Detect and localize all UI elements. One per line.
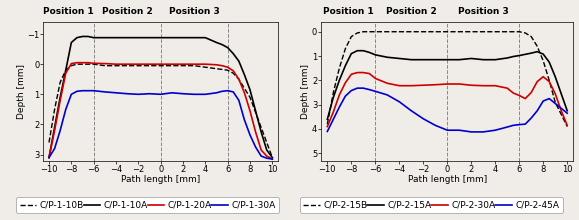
Text: Position 2: Position 2 xyxy=(386,7,437,16)
Y-axis label: Depth [mm]: Depth [mm] xyxy=(17,64,25,119)
Y-axis label: Depth [mm]: Depth [mm] xyxy=(302,64,310,119)
Text: Position 3: Position 3 xyxy=(458,7,508,16)
Legend: C/P-1-10B, C/P-1-10A, C/P-1-20A, C/P-1-30A: C/P-1-10B, C/P-1-10A, C/P-1-20A, C/P-1-3… xyxy=(16,197,279,213)
Legend: C/P-2-15B, C/P-2-15A, C/P-2-30A, C/P-2-45A: C/P-2-15B, C/P-2-15A, C/P-2-30A, C/P-2-4… xyxy=(300,197,563,213)
Text: Position 1: Position 1 xyxy=(43,7,94,16)
Text: Position 2: Position 2 xyxy=(102,7,152,16)
Text: Position 3: Position 3 xyxy=(169,7,219,16)
Text: Position 1: Position 1 xyxy=(323,7,373,16)
X-axis label: Path length [mm]: Path length [mm] xyxy=(121,175,200,184)
X-axis label: Path length [mm]: Path length [mm] xyxy=(408,175,487,184)
